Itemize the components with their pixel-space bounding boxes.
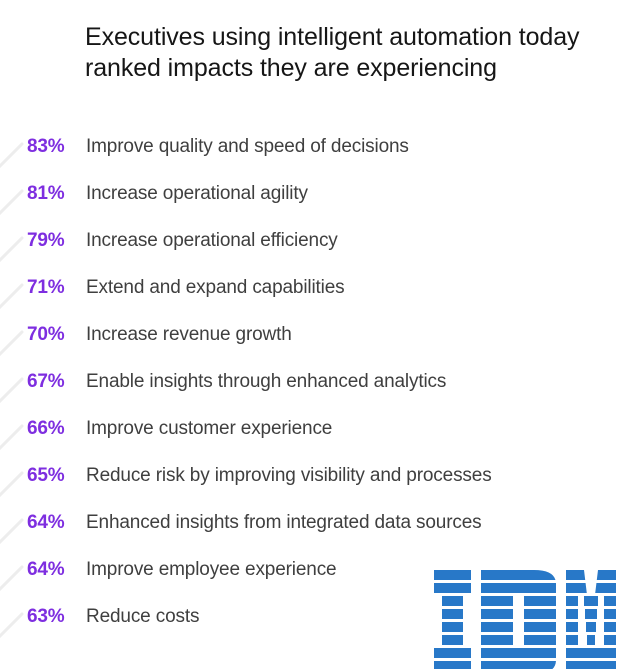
impact-label: Improve employee experience [86,559,337,580]
impact-percentage: 71% [27,277,65,298]
impact-label: Increase operational efficiency [86,230,338,251]
page-title: Executives using intelligent automation … [85,23,580,82]
impact-label: Increase operational agility [86,183,308,204]
impact-percentage: 64% [27,512,65,533]
impact-label: Enable insights through enhanced analyti… [86,371,447,392]
list-item: 83% Improve quality and speed of decisio… [0,136,624,183]
impact-percentage: 64% [27,559,65,580]
list-item: 64% Improve employee experience [0,559,624,606]
list-item: 63% Reduce costs [0,606,624,653]
impact-percentage: 83% [27,136,65,157]
impact-percentage: 79% [27,230,65,251]
impact-percentage: 63% [27,606,65,627]
impact-label: Increase revenue growth [86,324,292,345]
list-item: 70% Increase revenue growth [0,324,624,371]
list-item: 79% Increase operational efficiency [0,230,624,277]
list-item: 64% Enhanced insights from integrated da… [0,512,624,559]
impact-percentage: 70% [27,324,65,345]
impact-percentage: 67% [27,371,65,392]
list-item: 66% Improve customer experience [0,418,624,465]
impact-percentage: 65% [27,465,65,486]
impact-label: Enhanced insights from integrated data s… [86,512,482,533]
impact-list: 83% Improve quality and speed of decisio… [0,136,624,653]
impact-label: Improve customer experience [86,418,333,439]
impact-label: Reduce costs [86,606,200,627]
list-item: 71% Extend and expand capabilities [0,277,624,324]
list-item: 65% Reduce risk by improving visibility … [0,465,624,512]
ibm-logo [434,570,616,669]
impact-percentage: 81% [27,183,65,204]
impact-percentage: 66% [27,418,65,439]
impact-label: Extend and expand capabilities [86,277,345,298]
list-item: 67% Enable insights through enhanced ana… [0,371,624,418]
impact-label: Improve quality and speed of decisions [86,136,409,157]
list-item: 81% Increase operational agility [0,183,624,230]
impact-label: Reduce risk by improving visibility and … [86,465,492,486]
